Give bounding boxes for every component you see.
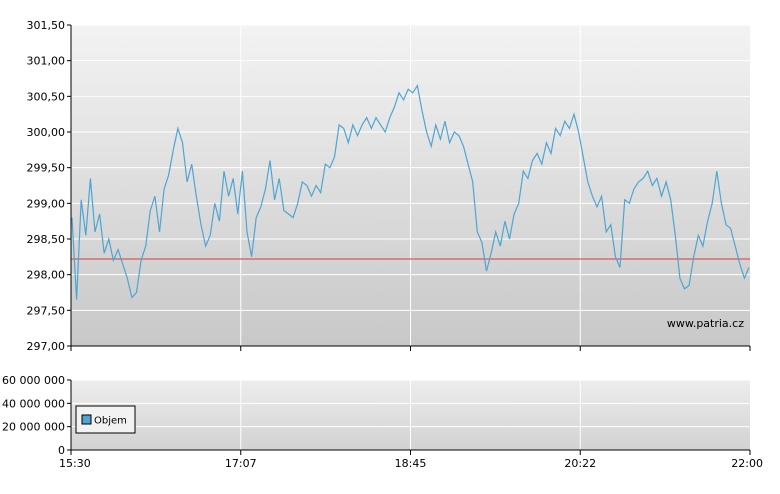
x-tick-label: 22:00	[731, 457, 763, 470]
series-line-price	[71, 83, 750, 300]
watermark-text: www.patria.cz	[667, 317, 744, 330]
price-y-tick-label: 298,00	[27, 269, 66, 282]
volume-y-tick-label: 20 000 000	[2, 421, 65, 434]
volume-panel: 0 20 000 000 40 000 000 60 000 000 15:30 17:…	[2, 374, 763, 470]
legend-swatch	[81, 414, 92, 425]
x-tick-label: 18:45	[395, 457, 427, 470]
price-y-tick-label: 298,50	[27, 233, 66, 246]
price-y-tick-label: 301,50	[27, 19, 66, 32]
legend: Objem	[75, 405, 136, 434]
price-y-tick-label: 297,00	[27, 340, 66, 353]
legend-label: Objem	[94, 416, 127, 427]
price-y-tick-label: 300,00	[27, 126, 66, 139]
x-axis-time-labels: 15:30 17:07 18:45 20:22 22:00	[59, 450, 763, 470]
price-y-tick-label: 297,50	[27, 304, 66, 317]
price-y-tick-label: 299,50	[27, 162, 66, 175]
price-y-tick-label: 299,00	[27, 197, 66, 210]
price-y-tick-label: 301,00	[27, 55, 66, 68]
price-panel: 297,00 297,50 298,00 298,50 299,00 299,50 300,…	[27, 19, 751, 353]
price-y-axis: 297,00 297,50 298,00 298,50 299,00 299,50 300,…	[27, 19, 751, 353]
volume-y-tick-label: 0	[58, 444, 65, 457]
volume-gridlines	[71, 379, 750, 450]
x-tick-label: 17:07	[225, 457, 257, 470]
volume-y-tick-label: 60 000 000	[2, 374, 65, 387]
volume-y-tick-label: 40 000 000	[2, 397, 65, 410]
volume-y-axis: 0 20 000 000 40 000 000 60 000 000	[2, 374, 71, 457]
price-y-tick-label: 300,50	[27, 90, 66, 103]
x-tick-label: 20:22	[564, 457, 596, 470]
x-tick-label: 15:30	[59, 457, 91, 470]
